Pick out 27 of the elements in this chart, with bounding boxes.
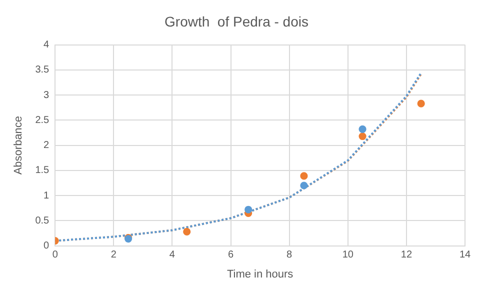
point [358,125,366,134]
x-axis-title: Time in hours [226,268,294,280]
y-tick-label: 1 [44,190,50,202]
point [300,172,308,180]
x-tick-label: 10 [342,250,354,261]
x-tick-label: 12 [400,250,412,261]
point [358,132,366,140]
y-tick-label: 1.5 [35,165,50,176]
point [183,228,191,236]
y-tick-label: 2.5 [35,114,50,126]
chart-title: Growth of Pedra - dois [164,13,308,30]
y-axis-title: Absorbance [12,116,25,175]
y-tick-label: 0 [44,240,50,252]
x-tick-label: 0 [52,250,58,261]
point [244,206,252,214]
x-tick-label: 2 [110,250,117,261]
x-tick-label: 6 [228,250,234,261]
y-tick-label: 3.5 [35,64,50,76]
point [300,182,308,190]
y-tick-label: 0.5 [35,215,50,226]
x-tick-label: 14 [459,250,471,261]
x-tick-label: 8 [286,250,293,261]
x-tick-label: 4 [169,250,176,261]
y-tick-label: 4 [44,40,50,51]
point [417,100,425,108]
y-tick-label: 2 [44,140,50,152]
y-tick-label: 3 [44,90,50,101]
